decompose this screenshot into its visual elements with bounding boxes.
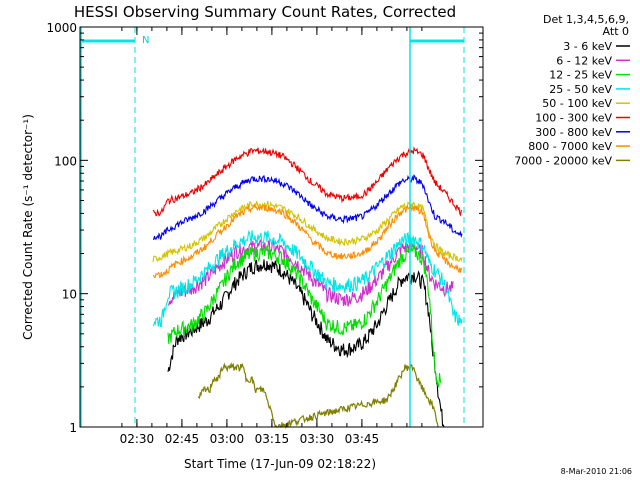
x-tick-label: 02:45 xyxy=(165,432,200,446)
y-tick-label: 1 xyxy=(69,421,77,435)
x-tick-label: 03:00 xyxy=(210,432,245,446)
series-trace xyxy=(167,244,442,389)
legend-label: 7000 - 20000 keV xyxy=(514,154,612,167)
legend-label: 100 - 300 keV xyxy=(535,112,612,125)
legend-label: 6 - 12 keV xyxy=(556,54,612,67)
y-tick-label: 1000 xyxy=(46,21,77,35)
legend-label: 12 - 25 keV xyxy=(549,69,612,82)
axis-ticks: 1 10 100 1000 02:30 02:45 03:00 03:15 03:30 03:45 xyxy=(46,21,483,446)
plot-frame xyxy=(79,26,484,428)
chart-title: HESSI Observing Summary Count Rates, Cor… xyxy=(74,3,456,21)
series-trace xyxy=(167,259,445,428)
series-6-12-kev-kev-line xyxy=(167,238,454,307)
y-axis-label: Corrected Count Rate (s⁻¹ detector⁻¹) xyxy=(21,114,35,340)
x-tick-label: 03:30 xyxy=(300,432,335,446)
saa-night-markers xyxy=(80,27,465,427)
legend-header-line-2: Att 0 xyxy=(603,25,629,38)
night-marker-label: N xyxy=(142,35,149,46)
series-trace xyxy=(167,238,454,307)
y-tick-label: 100 xyxy=(54,154,77,168)
x-axis-label: Start Time (17-Jun-09 02:18:22) xyxy=(184,457,376,471)
legend-label: 3 - 6 keV xyxy=(563,40,612,53)
legend-header-line-1: Det 1,3,4,5,6,9, xyxy=(543,13,629,26)
legend-label: 25 - 50 keV xyxy=(549,83,612,96)
footer-timestamp: 8-Mar-2010 21:06 xyxy=(561,467,632,476)
legend-label: 300 - 800 keV xyxy=(535,126,612,139)
legend-label: 50 - 100 keV xyxy=(542,97,612,110)
x-tick-label: 03:45 xyxy=(345,432,380,446)
series-12-25-kev-kev-line xyxy=(167,244,442,389)
series-trace xyxy=(197,361,439,430)
series-3-6-kev-kev-line xyxy=(167,259,445,428)
series-7000-20000-kev-kev-line xyxy=(197,361,439,430)
series-layer xyxy=(152,146,463,430)
y-tick-label: 10 xyxy=(62,288,77,302)
x-tick-label: 02:30 xyxy=(120,432,155,446)
x-tick-label: 03:15 xyxy=(255,432,290,446)
legend-label: 800 - 7000 keV xyxy=(528,140,612,153)
